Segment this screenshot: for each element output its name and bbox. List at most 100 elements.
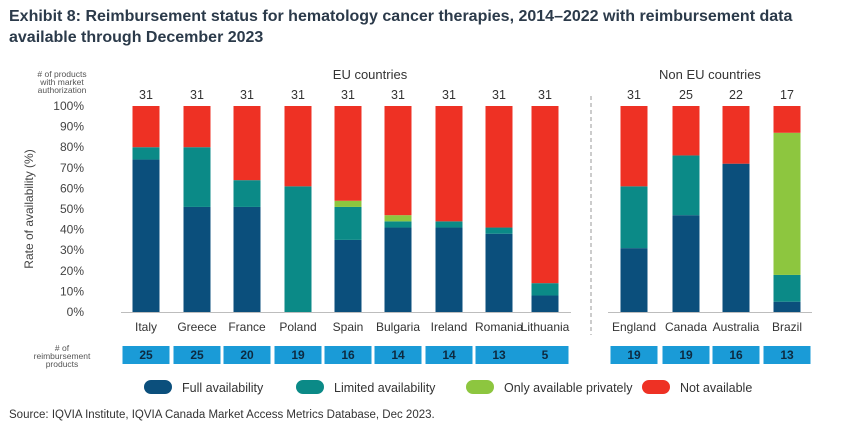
bar-segment-not-available	[672, 106, 700, 156]
y-tick-label: 30%	[60, 243, 84, 257]
y-axis-title: Rate of availability (%)	[22, 149, 36, 268]
authorized-count-label: 31	[240, 88, 254, 102]
chart-title: Exhibit 8: Reimbursement status for hema…	[9, 8, 793, 46]
reimbursed-count-label: 19	[679, 348, 693, 362]
bar-segment-full-availability	[672, 215, 700, 312]
reimbursed-count-badge	[223, 346, 271, 364]
x-tick-label: Ireland	[431, 320, 468, 334]
authorized-row-label: authorization	[38, 85, 87, 95]
x-tick-label: Lithuania	[521, 320, 570, 334]
legend-label: Only available privately	[504, 381, 633, 395]
y-tick-label: 90%	[60, 120, 84, 134]
x-tick-label: England	[612, 320, 656, 334]
legend-swatch-limited-availability	[296, 380, 324, 394]
reimbursed-count-label: 19	[291, 348, 305, 362]
reimbursed-count-badge	[324, 346, 372, 364]
reimbursed-row-label: reimbursement	[34, 351, 91, 361]
y-tick-label: 70%	[60, 161, 84, 175]
bar-segment-limited-availability	[384, 221, 412, 228]
group-label-eu: EU countries	[333, 67, 408, 82]
x-tick-label: Romania	[475, 320, 523, 334]
x-tick-label: Italy	[135, 320, 157, 334]
bar-segment-not-available	[284, 106, 312, 187]
legend-swatch-full-availability	[144, 380, 172, 394]
y-tick-label: 0%	[67, 305, 85, 319]
bar-segment-full-availability	[531, 295, 559, 312]
x-tick-label: Canada	[665, 320, 707, 334]
authorized-count-label: 31	[391, 88, 405, 102]
y-tick-label: 20%	[60, 264, 84, 278]
bar-segment-not-available	[233, 106, 261, 181]
bar-segment-full-availability	[384, 227, 412, 312]
authorized-row-label: with market	[39, 77, 84, 87]
bar-segment-full-availability	[183, 206, 211, 312]
legend-swatch-only-available-privately	[466, 380, 494, 394]
x-tick-label: France	[228, 320, 266, 334]
bar-segment-limited-availability	[531, 283, 559, 296]
bar-segment-full-availability	[435, 227, 463, 312]
authorized-count-label: 31	[341, 88, 355, 102]
legend-swatch-not-available	[642, 380, 670, 394]
y-tick-label: 60%	[60, 181, 84, 195]
bar-segment-not-available	[384, 106, 412, 216]
y-tick-label: 50%	[60, 202, 84, 216]
authorized-count-label: 31	[492, 88, 506, 102]
bar-segment-full-availability	[722, 163, 750, 312]
bar-segment-limited-availability	[284, 186, 312, 312]
x-tick-label: Spain	[333, 320, 364, 334]
bar-segment-limited-availability	[773, 274, 801, 302]
reimbursed-row-label: # of	[55, 343, 70, 353]
bar-segment-full-availability	[334, 239, 362, 312]
bar-segment-not-available	[183, 106, 211, 148]
y-tick-label: 80%	[60, 140, 84, 154]
bar-segment-only-available-privately	[384, 215, 412, 222]
legend-label: Limited availability	[334, 381, 436, 395]
y-tick-label: 40%	[60, 223, 84, 237]
authorized-count-label: 31	[139, 88, 153, 102]
legend-label: Full availability	[182, 381, 264, 395]
bar-segment-not-available	[531, 106, 559, 284]
reimbursed-count-badge	[610, 346, 658, 364]
bar-segment-limited-availability	[334, 206, 362, 240]
authorized-count-label: 31	[190, 88, 204, 102]
x-tick-label: Greece	[177, 320, 217, 334]
bar-segment-limited-availability	[620, 186, 648, 249]
reimbursed-count-badge	[274, 346, 322, 364]
bar-segment-not-available	[620, 106, 648, 187]
authorized-count-label: 31	[291, 88, 305, 102]
bar-segment-limited-availability	[672, 155, 700, 216]
bar-segment-full-availability	[132, 159, 160, 312]
reimbursed-count-badge	[173, 346, 221, 364]
reimbursed-row-label: products	[46, 359, 79, 369]
authorized-count-label: 31	[538, 88, 552, 102]
authorized-count-label: 31	[442, 88, 456, 102]
legend-label: Not available	[680, 381, 752, 395]
bar-segment-not-available	[435, 106, 463, 222]
reimbursed-count-label: 13	[780, 348, 794, 362]
authorized-row-label: # of products	[37, 69, 86, 79]
bar-segment-not-available	[485, 106, 513, 228]
y-tick-label: 10%	[60, 284, 84, 298]
x-tick-label: Australia	[713, 320, 760, 334]
bar-segment-limited-availability	[485, 227, 513, 234]
y-tick-label: 100%	[53, 99, 84, 113]
bar-segment-full-availability	[485, 233, 513, 312]
bar-segment-only-available-privately	[773, 132, 801, 275]
x-tick-label: Bulgaria	[376, 320, 420, 334]
authorized-count-label: 31	[627, 88, 641, 102]
reimbursed-count-label: 20	[240, 348, 254, 362]
bar-segment-full-availability	[233, 206, 261, 312]
bar-segment-not-available	[334, 106, 362, 201]
authorized-count-label: 22	[729, 88, 743, 102]
bar-segment-not-available	[132, 106, 160, 148]
reimbursed-count-badge	[763, 346, 811, 364]
reimbursed-count-label: 25	[190, 348, 204, 362]
bar-segment-limited-availability	[183, 147, 211, 207]
reimbursed-count-label: 14	[442, 348, 456, 362]
group-label-non-eu: Non EU countries	[659, 67, 761, 82]
reimbursed-count-badge	[374, 346, 422, 364]
bar-segment-not-available	[722, 106, 750, 164]
x-tick-label: Brazil	[772, 320, 802, 334]
authorized-count-label: 25	[679, 88, 693, 102]
